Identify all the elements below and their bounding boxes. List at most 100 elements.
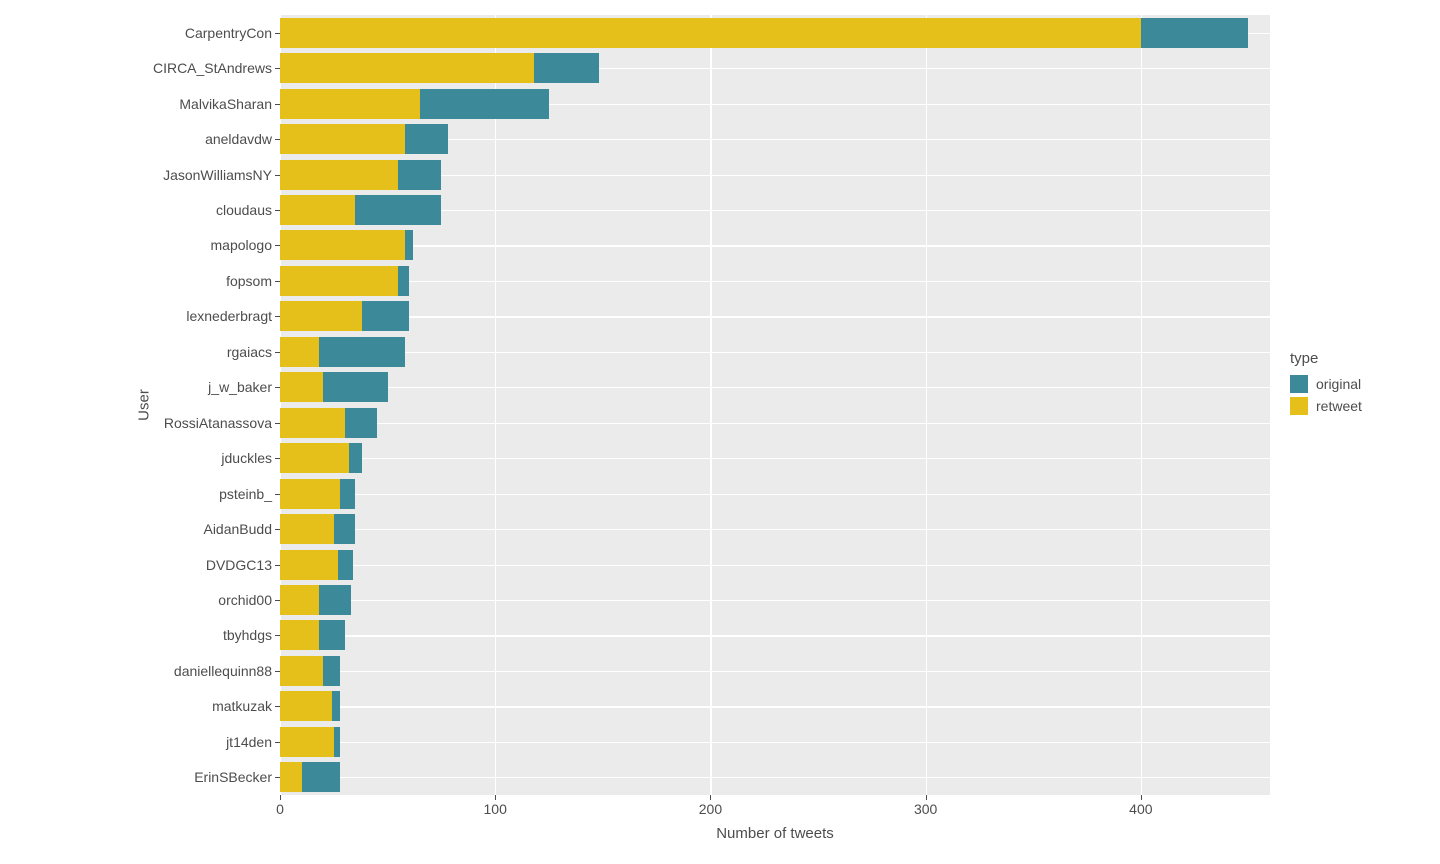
legend-item-original: original — [1290, 375, 1362, 393]
legend-label: retweet — [1316, 398, 1362, 414]
y-tick-label: rgaiacs — [227, 344, 280, 360]
legend-item-retweet: retweet — [1290, 397, 1362, 415]
bar-segment-original — [323, 372, 388, 402]
bar-segment-retweet — [280, 691, 332, 721]
gridline-horizontal — [280, 742, 1270, 743]
bar-segment-retweet — [280, 89, 420, 119]
y-tick-label: psteinb_ — [219, 486, 280, 502]
bar-segment-original — [345, 408, 377, 438]
y-tick-label: orchid00 — [218, 592, 280, 608]
y-tick-label: matkuzak — [212, 698, 280, 714]
x-tick-label: 300 — [914, 795, 937, 817]
bar-segment-original — [362, 301, 409, 331]
gridline-horizontal — [280, 494, 1270, 495]
y-tick-label: CarpentryCon — [185, 25, 280, 41]
gridline-horizontal — [280, 565, 1270, 566]
y-tick-label: cloudaus — [216, 202, 280, 218]
y-tick-label: AidanBudd — [203, 521, 280, 537]
gridline-horizontal — [280, 635, 1270, 636]
gridline-vertical — [1141, 15, 1142, 795]
y-tick-label: jt14den — [226, 734, 280, 750]
bar-segment-original — [420, 89, 549, 119]
y-axis-title: User — [136, 389, 153, 421]
bar-segment-original — [338, 550, 353, 580]
bar-segment-original — [355, 195, 441, 225]
chart-container: 0100200300400CarpentryConCIRCA_StAndrews… — [30, 10, 1410, 854]
bar-segment-retweet — [280, 230, 405, 260]
gridline-horizontal — [280, 352, 1270, 353]
bar-segment-original — [323, 656, 340, 686]
x-tick-label: 100 — [484, 795, 507, 817]
gridline-horizontal — [280, 671, 1270, 672]
gridline-horizontal — [280, 458, 1270, 459]
bar-segment-retweet — [280, 160, 398, 190]
bar-segment-original — [332, 691, 341, 721]
gridline-vertical — [926, 15, 927, 795]
gridline-horizontal — [280, 245, 1270, 246]
gridline-horizontal — [280, 387, 1270, 388]
x-tick-label: 0 — [276, 795, 284, 817]
bar-segment-original — [334, 727, 340, 757]
plot-area: 0100200300400CarpentryConCIRCA_StAndrews… — [280, 15, 1270, 795]
legend: type originalretweet — [1290, 350, 1362, 419]
bar-segment-retweet — [280, 53, 534, 83]
y-tick-label: lexnederbragt — [186, 308, 280, 324]
bar-segment-original — [349, 443, 362, 473]
x-tick-label: 400 — [1129, 795, 1152, 817]
y-tick-label: JasonWilliamsNY — [163, 167, 280, 183]
bar-segment-original — [398, 160, 441, 190]
gridline-horizontal — [280, 316, 1270, 317]
gridline-horizontal — [280, 423, 1270, 424]
y-tick-label: daniellequinn88 — [174, 663, 280, 679]
x-axis-title: Number of tweets — [716, 795, 834, 842]
bar-segment-original — [319, 585, 351, 615]
bar-segment-original — [405, 230, 414, 260]
y-tick-label: CIRCA_StAndrews — [153, 60, 280, 76]
bar-segment-retweet — [280, 195, 355, 225]
bar-segment-retweet — [280, 762, 302, 792]
y-tick-label: tbyhdgs — [223, 627, 280, 643]
bar-segment-original — [405, 124, 448, 154]
bar-segment-retweet — [280, 620, 319, 650]
bar-segment-retweet — [280, 585, 319, 615]
y-tick-label: DVDGC13 — [206, 557, 280, 573]
bar-segment-retweet — [280, 550, 338, 580]
bar-segment-original — [334, 514, 356, 544]
bar-segment-original — [319, 337, 405, 367]
gridline-horizontal — [280, 706, 1270, 707]
bar-segment-retweet — [280, 514, 334, 544]
legend-label: original — [1316, 376, 1361, 392]
gridline-horizontal — [280, 600, 1270, 601]
bar-segment-retweet — [280, 727, 334, 757]
bar-segment-original — [302, 762, 341, 792]
gridline-vertical — [710, 15, 711, 795]
gridline-horizontal — [280, 529, 1270, 530]
bar-segment-retweet — [280, 656, 323, 686]
y-tick-label: ErinSBecker — [194, 769, 280, 785]
bar-segment-retweet — [280, 301, 362, 331]
y-tick-label: fopsom — [226, 273, 280, 289]
y-tick-label: mapologo — [211, 237, 281, 253]
bar-segment-retweet — [280, 372, 323, 402]
y-tick-label: MalvikaSharan — [179, 96, 280, 112]
y-tick-label: aneldavdw — [205, 131, 280, 147]
y-tick-label: j_w_baker — [208, 379, 280, 395]
legend-swatch — [1290, 397, 1308, 415]
bar-segment-retweet — [280, 408, 345, 438]
bar-segment-retweet — [280, 124, 405, 154]
bar-segment-retweet — [280, 266, 398, 296]
gridline-horizontal — [280, 281, 1270, 282]
gridline-horizontal — [280, 777, 1270, 778]
bar-segment-original — [534, 53, 599, 83]
legend-swatch — [1290, 375, 1308, 393]
gridline-vertical — [495, 15, 496, 795]
bar-segment-retweet — [280, 337, 319, 367]
bar-segment-retweet — [280, 443, 349, 473]
y-tick-label: jduckles — [221, 450, 280, 466]
bar-segment-retweet — [280, 479, 340, 509]
bar-segment-original — [319, 620, 345, 650]
bar-segment-original — [1141, 18, 1249, 48]
y-tick-label: RossiAtanassova — [164, 415, 280, 431]
bar-segment-retweet — [280, 18, 1141, 48]
bar-segment-original — [398, 266, 409, 296]
